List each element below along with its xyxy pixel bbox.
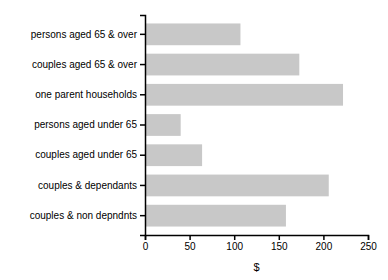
bars [145,23,343,226]
tick-mark [140,215,145,217]
tick-label: persons aged 65 & over [31,29,138,40]
tick-mark [368,235,370,240]
tick-mark [140,34,145,36]
tick-mark [323,235,325,240]
tick: 0 [143,235,149,252]
tick-mark [140,124,145,126]
tick: 100 [226,235,243,252]
tick: couples & non depndnts [30,210,145,221]
axis-title: $ [253,261,259,273]
tick-label: 250 [360,241,377,252]
tick: one parent households [35,89,145,100]
tick: persons aged 65 & over [31,29,145,40]
bar [145,84,343,106]
bar [145,114,181,136]
tick-label: one parent households [35,89,137,100]
tick-label: 200 [316,241,333,252]
tick: 200 [316,235,333,252]
tick-mark [140,154,145,156]
tick: couples & dependants [38,180,145,191]
category-axis: persons aged 65 & over couples aged 65 & … [30,16,146,236]
tick-label: 50 [185,241,197,252]
tick-label: 150 [271,241,288,252]
bar [145,175,329,197]
bar [145,54,299,76]
tick-mark [140,64,145,66]
tick-mark [279,235,281,240]
tick-mark [140,185,145,187]
tick: couples aged under 65 [35,149,145,160]
tick: persons aged under 65 [34,119,145,130]
bar [145,144,202,166]
tick-label: 0 [143,241,149,252]
tick-label: 100 [226,241,243,252]
bar [145,23,240,45]
tick: couples aged 65 & over [32,59,145,70]
plot: 0 50 100 150 200 250 persons aged 65 & over cou… [30,16,378,253]
value-axis: 0 50 100 150 200 250 [143,235,378,252]
axis-line [146,236,369,241]
tick-label: persons aged under 65 [34,119,137,130]
tick-mark [140,94,145,96]
tick: 250 [360,235,377,252]
tick-label: couples & dependants [38,180,137,191]
tick-mark [234,235,236,240]
axis-line [140,16,146,236]
bar [145,205,286,227]
tick: 50 [185,235,197,252]
tick: 150 [271,235,288,252]
tick-label: couples aged 65 & over [32,59,138,70]
chart: 0 50 100 150 200 250 persons aged 65 & over cou… [0,0,388,280]
tick-mark [189,235,191,240]
tick-label: couples aged under 65 [35,149,137,160]
tick-label: couples & non depndnts [30,210,137,221]
